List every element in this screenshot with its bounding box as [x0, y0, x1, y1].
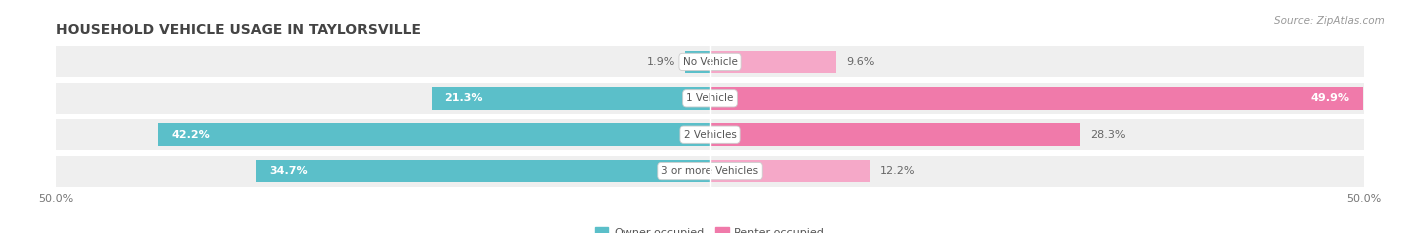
Bar — [56, 119, 1364, 150]
Text: 21.3%: 21.3% — [444, 93, 484, 103]
Text: HOUSEHOLD VEHICLE USAGE IN TAYLORSVILLE: HOUSEHOLD VEHICLE USAGE IN TAYLORSVILLE — [56, 23, 422, 37]
Text: 2 Vehicles: 2 Vehicles — [683, 130, 737, 140]
Text: 9.6%: 9.6% — [846, 57, 875, 67]
Bar — [710, 87, 1362, 110]
Bar — [56, 156, 1364, 186]
Legend: Owner-occupied, Renter-occupied: Owner-occupied, Renter-occupied — [591, 223, 830, 233]
Text: 3 or more Vehicles: 3 or more Vehicles — [661, 166, 759, 176]
Text: 28.3%: 28.3% — [1091, 130, 1126, 140]
Text: 49.9%: 49.9% — [1310, 93, 1350, 103]
Text: No Vehicle: No Vehicle — [682, 57, 738, 67]
Bar — [256, 160, 710, 182]
Bar — [56, 83, 1364, 114]
Text: 1 Vehicle: 1 Vehicle — [686, 93, 734, 103]
Bar — [710, 123, 1080, 146]
Bar — [432, 87, 710, 110]
Text: 12.2%: 12.2% — [880, 166, 915, 176]
Text: Source: ZipAtlas.com: Source: ZipAtlas.com — [1274, 16, 1385, 26]
Bar — [159, 123, 710, 146]
Text: 42.2%: 42.2% — [172, 130, 209, 140]
Text: 34.7%: 34.7% — [270, 166, 308, 176]
Bar — [710, 160, 869, 182]
Text: 1.9%: 1.9% — [647, 57, 675, 67]
Bar — [710, 51, 835, 73]
Bar — [685, 51, 710, 73]
Bar — [56, 47, 1364, 77]
